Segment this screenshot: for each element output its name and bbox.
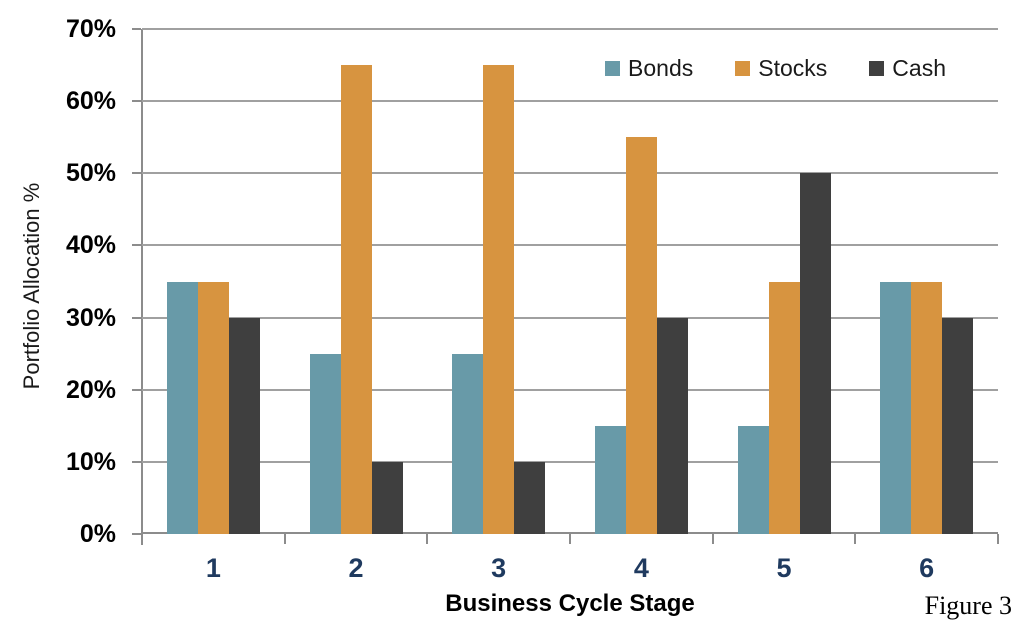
bar-bonds-stage-4	[594, 425, 626, 534]
x-tick-label-stage-3: 3	[491, 553, 507, 583]
legend-label: Cash	[892, 55, 946, 81]
x-tick-label-stage-2: 2	[348, 553, 364, 583]
y-tick-mark	[132, 244, 141, 247]
x-tick-label-stage-1: 1	[205, 553, 221, 583]
y-tick-label: 40%	[65, 231, 116, 260]
bar-bonds-stage-2	[309, 353, 341, 534]
gridline	[142, 172, 998, 175]
y-tick-mark	[132, 172, 141, 175]
y-tick-label: 20%	[65, 375, 116, 404]
y-tick-label: 0%	[79, 520, 116, 548]
bar-bonds-stage-6	[880, 281, 912, 534]
x-axis-title: Business Cycle Stage	[445, 590, 695, 617]
y-tick-label: 30%	[65, 303, 116, 332]
y-tick-mark	[132, 460, 141, 463]
x-tick-mark	[997, 534, 999, 544]
bar-stocks-stage-1	[197, 281, 229, 534]
x-axis-line	[141, 532, 998, 534]
bar-bonds-stage-3	[452, 353, 484, 534]
legend-item-stocks: Stocks	[735, 55, 827, 82]
bar-cash-stage-2	[371, 461, 403, 534]
x-tick-mark	[141, 534, 143, 544]
bar-cash-stage-6	[942, 317, 974, 534]
gridline	[142, 316, 998, 319]
legend-label: Bonds	[628, 55, 694, 81]
y-tick-label: 60%	[65, 87, 116, 116]
bar-cash-stage-5	[799, 173, 831, 534]
plot-area: Bonds Stocks Cash	[142, 28, 998, 534]
y-tick-mark	[132, 316, 141, 319]
bar-stocks-stage-5	[768, 281, 800, 534]
bar-stocks-stage-3	[483, 65, 515, 534]
bar-cash-stage-4	[656, 317, 688, 534]
legend-item-bonds: Bonds	[605, 55, 693, 82]
legend-swatch-cash	[869, 61, 885, 76]
y-tick-label: 10%	[65, 447, 116, 476]
legend-swatch-stocks	[735, 61, 751, 76]
x-tick-mark	[283, 534, 286, 544]
y-tick-mark	[132, 28, 141, 30]
x-tick-label-stage-4: 4	[633, 553, 649, 583]
gridline	[142, 388, 998, 391]
y-tick-label: 50%	[65, 159, 116, 188]
y-tick-mark	[132, 100, 141, 103]
y-tick-mark	[132, 533, 141, 535]
bar-stocks-stage-4	[625, 137, 657, 534]
gridline	[142, 100, 998, 103]
bar-stocks-stage-6	[911, 281, 943, 534]
bar-bonds-stage-1	[166, 281, 198, 534]
x-tick-mark	[426, 534, 429, 544]
gridline	[142, 28, 998, 30]
bar-stocks-stage-2	[340, 65, 372, 534]
bar-cash-stage-1	[228, 317, 260, 534]
legend: Bonds Stocks Cash	[605, 55, 946, 82]
x-tick-mark	[854, 534, 857, 544]
gridline	[142, 244, 998, 247]
y-axis-line	[141, 29, 143, 545]
bar-cash-stage-3	[514, 461, 546, 534]
figure-caption: Figure 3	[924, 591, 1012, 620]
bar-bonds-stage-5	[737, 425, 769, 534]
x-tick-mark	[569, 534, 571, 544]
y-tick-mark	[132, 388, 141, 391]
legend-item-cash: Cash	[869, 55, 946, 82]
x-tick-label-stage-5: 5	[776, 553, 792, 583]
x-tick-label-stage-6: 6	[919, 553, 935, 583]
y-tick-label: 70%	[65, 15, 116, 43]
legend-swatch-bonds	[605, 61, 621, 76]
x-tick-mark	[711, 534, 714, 544]
gridline	[142, 460, 998, 463]
legend-label: Stocks	[758, 55, 828, 81]
